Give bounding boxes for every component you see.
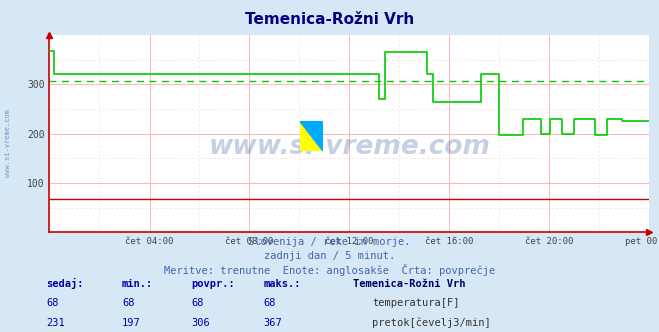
Text: maks.:: maks.: bbox=[264, 279, 301, 289]
Text: 306: 306 bbox=[191, 318, 210, 328]
Text: 231: 231 bbox=[46, 318, 65, 328]
Text: sedaj:: sedaj: bbox=[46, 278, 84, 289]
Text: Temenica-Rožni Vrh: Temenica-Rožni Vrh bbox=[353, 279, 465, 289]
Text: 197: 197 bbox=[122, 318, 140, 328]
Polygon shape bbox=[300, 121, 323, 151]
Text: Meritve: trenutne  Enote: anglosakše  Črta: povprečje: Meritve: trenutne Enote: anglosakše Črta… bbox=[164, 264, 495, 276]
Text: Slovenija / reke in morje.: Slovenija / reke in morje. bbox=[248, 237, 411, 247]
Text: zadnji dan / 5 minut.: zadnji dan / 5 minut. bbox=[264, 251, 395, 261]
Text: povpr.:: povpr.: bbox=[191, 279, 235, 289]
Text: 68: 68 bbox=[264, 298, 276, 308]
Text: 68: 68 bbox=[191, 298, 204, 308]
Text: 68: 68 bbox=[122, 298, 134, 308]
Text: 68: 68 bbox=[46, 298, 59, 308]
Text: www.si-vreme.com: www.si-vreme.com bbox=[208, 134, 490, 160]
Text: temperatura[F]: temperatura[F] bbox=[372, 298, 460, 308]
Text: Temenica-Rožni Vrh: Temenica-Rožni Vrh bbox=[245, 12, 414, 27]
Text: www.si-vreme.com: www.si-vreme.com bbox=[5, 109, 11, 177]
Text: min.:: min.: bbox=[122, 279, 153, 289]
Text: pretok[čevelj3/min]: pretok[čevelj3/min] bbox=[372, 317, 491, 328]
Text: 367: 367 bbox=[264, 318, 282, 328]
